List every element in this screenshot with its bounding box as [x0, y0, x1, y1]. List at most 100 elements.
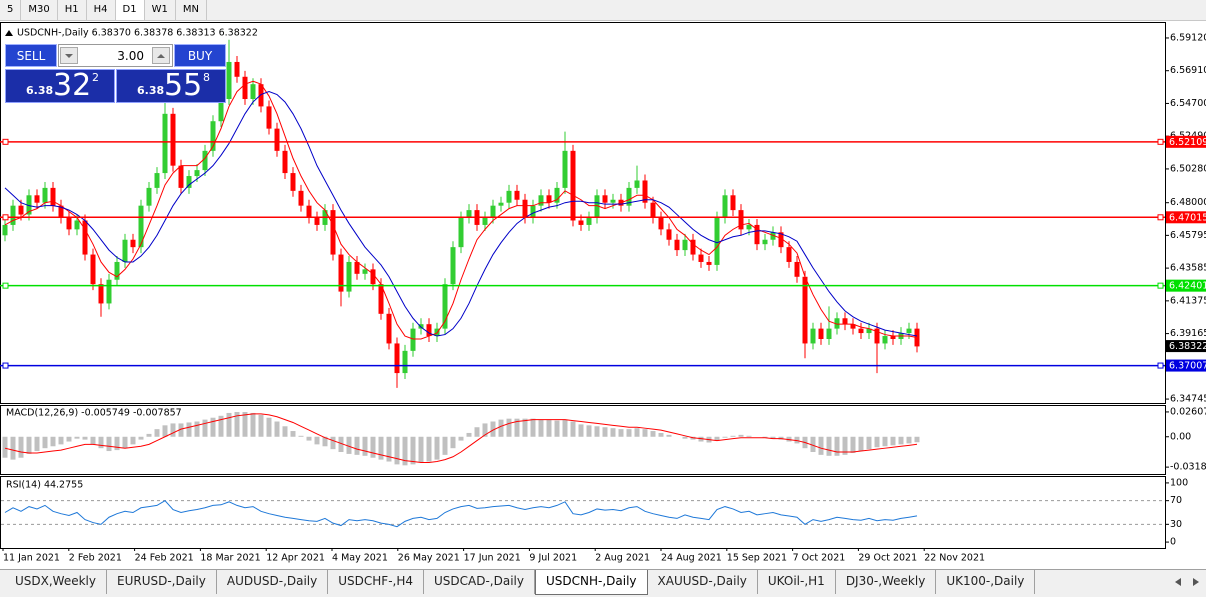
candle-body — [18, 205, 24, 215]
chart-tab[interactable]: USDCHF-,H4 — [328, 570, 424, 594]
macd-bar — [610, 428, 616, 437]
candle-body — [834, 318, 840, 329]
candle-body — [850, 324, 856, 329]
macd-bar — [386, 436, 392, 462]
sell-button[interactable]: SELL — [5, 44, 57, 67]
buy-button[interactable]: BUY — [174, 44, 226, 67]
level-handle — [1157, 362, 1164, 369]
chart-tab[interactable]: UK100-,Daily — [936, 570, 1036, 594]
x-tick-label: 7 Oct 2021 — [793, 553, 846, 564]
tab-scroll[interactable] — [1172, 575, 1202, 589]
candle-body — [282, 150, 288, 174]
macd-bar — [458, 436, 464, 441]
macd-bar — [10, 436, 16, 460]
candle-body — [90, 254, 96, 285]
timeframe-button[interactable]: MN — [176, 0, 207, 20]
timeframe-button[interactable]: H1 — [58, 0, 87, 20]
candle-body — [26, 195, 32, 215]
candle-body — [658, 217, 664, 230]
macd-bar — [618, 429, 624, 437]
y-tick-label: 6.43585 — [1170, 263, 1206, 274]
lot-up[interactable] — [152, 47, 170, 64]
candle-body — [818, 328, 824, 339]
macd-bar — [362, 436, 368, 456]
macd-bar — [346, 436, 352, 454]
macd-signal — [4, 413, 918, 463]
macd-bar — [42, 436, 48, 449]
macd-bar — [490, 421, 496, 437]
candle-body — [162, 113, 168, 174]
candle-body — [666, 229, 672, 240]
timeframe-button[interactable]: H4 — [87, 0, 116, 20]
candle-body — [154, 173, 160, 188]
chart-tab[interactable]: USDX,Weekly — [5, 570, 107, 594]
candle-body — [298, 190, 304, 206]
chart-tab[interactable]: XAUUSD-,Daily — [648, 570, 758, 594]
chart-tab[interactable]: USDCNH-,Daily — [534, 570, 648, 595]
macd-bar — [282, 426, 288, 437]
y-tick-label: 0.02607 — [1170, 406, 1206, 417]
level-label: 6.42401 — [1169, 281, 1206, 292]
timeframe-button[interactable]: W1 — [145, 0, 176, 20]
macd-bar — [58, 436, 64, 445]
candle-body — [458, 217, 464, 248]
timeframe-button[interactable]: M30 — [21, 0, 58, 20]
chart-tab[interactable]: USDCAD-,Daily — [424, 570, 535, 594]
chart-tab[interactable]: DJ30-,Weekly — [836, 570, 937, 594]
candle-body — [810, 328, 816, 344]
macd-bar — [602, 427, 608, 437]
chart-tab[interactable]: UKOil-,H1 — [758, 570, 836, 594]
y-tick-label: -0.03187 — [1170, 462, 1206, 473]
macd-bar — [130, 436, 136, 445]
candle-body — [450, 247, 456, 285]
candle-body — [130, 239, 136, 248]
sell-label: SELL — [16, 48, 46, 63]
chart-tab[interactable]: AUDUSD-,Daily — [217, 570, 329, 594]
macd-bar — [18, 436, 24, 458]
y-tick-label: 100 — [1170, 477, 1188, 488]
candle-body — [762, 239, 768, 245]
candle-body — [882, 336, 888, 344]
macd-bar — [114, 436, 120, 451]
lot-field[interactable]: 3.00 — [58, 44, 173, 67]
buy-price[interactable]: 6.38 55 8 — [116, 68, 226, 103]
candle-body — [330, 210, 336, 255]
candle-body — [314, 217, 320, 225]
level-handle — [1157, 282, 1164, 289]
timeframe-button[interactable]: D1 — [115, 0, 145, 20]
macd-bar — [642, 429, 648, 437]
collapse-icon[interactable] — [5, 30, 13, 36]
candle-body — [842, 318, 848, 325]
macd-bar — [370, 436, 376, 458]
macd-bar — [578, 424, 584, 437]
macd-bar — [50, 436, 56, 447]
candle-body — [234, 61, 240, 77]
candle-body — [250, 84, 256, 99]
rsi-panel-frame — [0, 476, 1166, 549]
candle-body — [602, 195, 608, 203]
macd-bar — [354, 436, 360, 455]
candle-body — [690, 239, 696, 255]
sell-price-big: 32 — [53, 68, 92, 103]
candle-body — [146, 187, 152, 206]
level-label-bg — [1166, 359, 1206, 372]
macd-bar — [842, 436, 848, 455]
timeframe-button[interactable]: 5 — [0, 0, 22, 20]
macd-bar — [250, 412, 256, 437]
buy-price-prefix: 6.38 — [137, 84, 165, 97]
macd-bar — [154, 429, 160, 437]
macd-bar — [34, 436, 40, 452]
macd-bar — [714, 436, 720, 441]
x-tick-label: 22 Nov 2021 — [924, 553, 985, 564]
candle-body — [370, 269, 376, 285]
lot-down[interactable] — [60, 47, 78, 64]
y-tick-label: 6.34745 — [1170, 394, 1206, 405]
candle-body — [82, 220, 88, 255]
sell-price[interactable]: 6.38 32 2 — [5, 68, 115, 103]
macd-bar — [906, 436, 912, 444]
y-tick-label: 6.50280 — [1170, 163, 1206, 174]
chart-tab[interactable]: EURUSD-,Daily — [107, 570, 217, 594]
candle-body — [186, 176, 192, 188]
x-tick-label: 15 Sep 2021 — [727, 553, 787, 564]
candle-body — [514, 190, 520, 200]
